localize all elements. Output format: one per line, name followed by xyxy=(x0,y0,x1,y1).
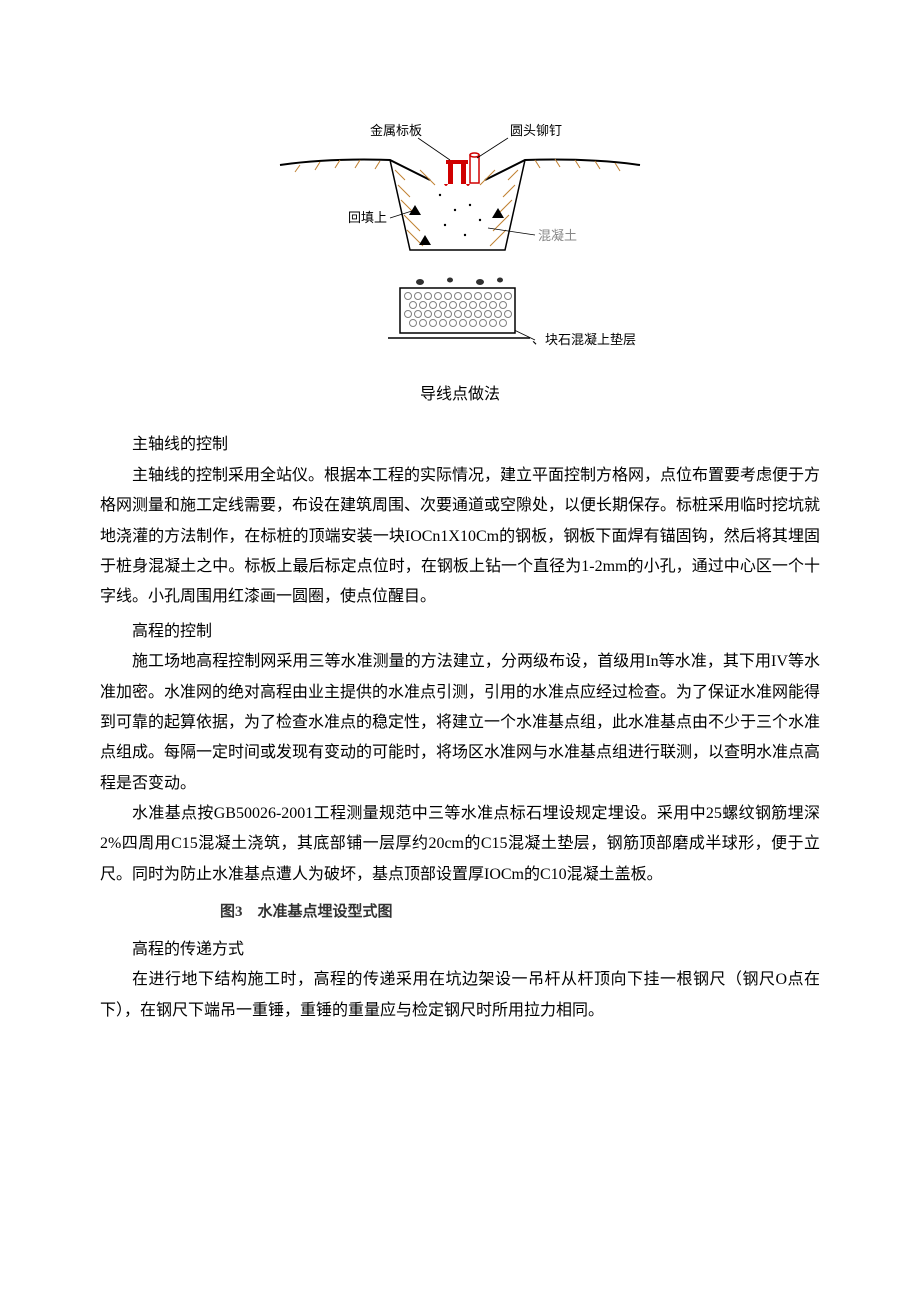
section3-p1: 在进行地下结构施工时，高程的传递采用在坑边架设一吊杆从杆顶向下挂一根钢尺（钢尺O… xyxy=(100,965,820,1026)
diagram-svg: 金属标板 圆头铆钉 回填上 混凝土 、块石混凝上垫层 xyxy=(270,110,650,370)
section2-p2: 水准基点按GB50026-2001工程测量规范中三等水准点标石埋设规定埋设。采用… xyxy=(100,799,820,890)
label-backfill: 回填上 xyxy=(348,210,387,225)
survey-point-diagram: 金属标板 圆头铆钉 回填上 混凝土 、块石混凝上垫层 xyxy=(100,110,820,370)
label-concrete: 混凝土 xyxy=(538,228,577,243)
section2-p1: 施工场地高程控制网采用三等水准测量的方法建立，分两级布设，首级用In等水准，其下… xyxy=(100,647,820,799)
section1-title: 主轴线的控制 xyxy=(100,430,820,460)
figure3-caption: 图3 水准基点埋设型式图 xyxy=(220,898,820,927)
section2-title: 高程的控制 xyxy=(100,617,820,647)
figure-caption-1: 导线点做法 xyxy=(100,380,820,410)
label-metal-plate: 金属标板 xyxy=(370,123,422,138)
label-round-nail: 圆头铆钉 xyxy=(510,123,562,138)
label-cushion: 、块石混凝上垫层 xyxy=(532,332,636,347)
section3-title: 高程的传递方式 xyxy=(100,935,820,965)
section1-p1: 主轴线的控制采用全站仪。根据本工程的实际情况，建立平面控制方格网，点位布置要考虑… xyxy=(100,461,820,613)
